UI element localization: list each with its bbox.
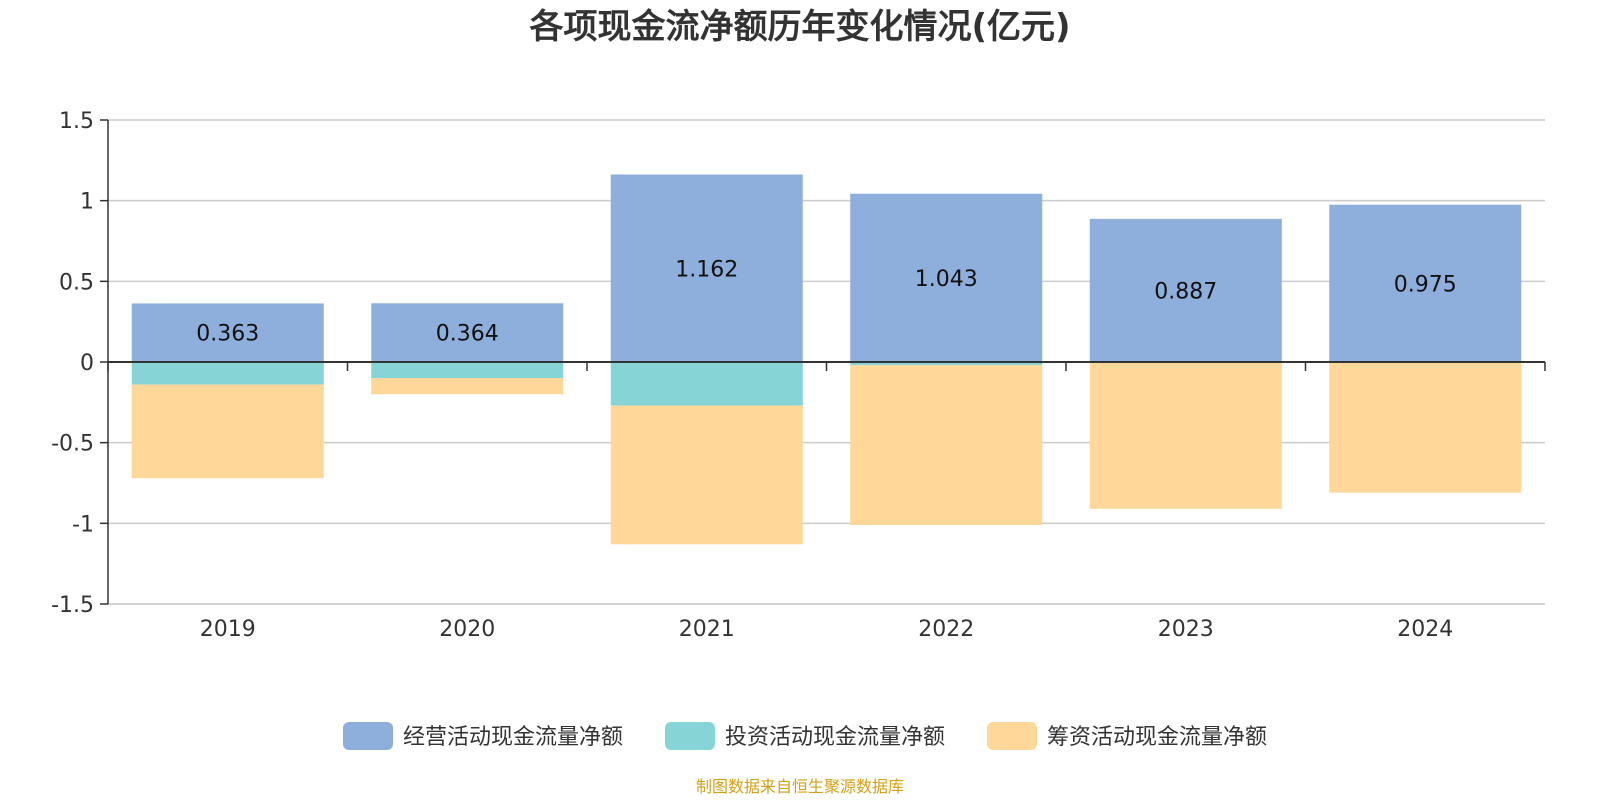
x-tick-label: 2024 (1397, 617, 1453, 642)
legend-label: 筹资活动现金流量净额 (1047, 725, 1267, 750)
data-label: 0.887 (1154, 279, 1217, 304)
bar-2021-series-2 (610, 405, 803, 545)
legend: 经营活动现金流量净额 投资活动现金流量净额 筹资活动现金流量净额 (343, 722, 1267, 750)
x-tick-label: 2019 (200, 617, 256, 642)
bar-2019-series-1 (131, 362, 324, 385)
data-label: 1.162 (675, 257, 738, 282)
x-tick-label: 2020 (439, 617, 495, 642)
bar-2023-series-2 (1089, 362, 1282, 509)
bar-2024-series-0 (1329, 204, 1522, 362)
legend-swatch (343, 722, 393, 750)
y-tick-label: 0 (80, 351, 94, 376)
bar-2020-series-1 (371, 362, 564, 379)
y-tick-label: 1 (80, 190, 94, 215)
bar-2022-series-1 (850, 362, 1043, 366)
bar-2023-series-0 (1089, 218, 1282, 362)
bar-2022-series-0 (850, 193, 1043, 362)
bars (131, 174, 1522, 545)
data-labels: 0.363 0.364 1.162 1.043 0.887 0.975 (196, 257, 1456, 346)
legend-swatch (987, 722, 1037, 750)
legend-label: 投资活动现金流量净额 (725, 725, 945, 750)
grid-lines (108, 119, 1545, 605)
y-tick-label: 0.5 (59, 270, 94, 295)
data-label: 0.975 (1394, 272, 1457, 297)
data-label: 0.363 (196, 322, 259, 347)
bar-2019-series-0 (131, 303, 324, 362)
bar-2020-series-2 (371, 378, 564, 395)
bar-2021-series-0 (610, 174, 803, 362)
bar-2021-series-1 (610, 362, 803, 406)
y-tick-label: 1.5 (59, 109, 94, 134)
x-tick-label: 2021 (679, 617, 735, 642)
y-tick-label: -1.5 (51, 593, 94, 618)
legend-swatch (665, 722, 715, 750)
x-tick-label: 2022 (918, 617, 974, 642)
legend-label: 经营活动现金流量净额 (403, 725, 623, 750)
x-tick-label: 2023 (1158, 617, 1214, 642)
bar-2022-series-2 (850, 365, 1043, 525)
bar-2020-series-0 (371, 303, 564, 362)
data-label: 0.364 (436, 322, 499, 347)
y-tick-label: -1 (72, 512, 94, 537)
bar-2019-series-2 (131, 384, 324, 479)
bar-2024-series-2 (1329, 362, 1522, 493)
data-label: 1.043 (915, 267, 978, 292)
y-tick-label: -0.5 (51, 432, 94, 457)
axes: 1.5 1 0.5 0 -0.5 -1 -1.5 2019 2020 2021 2022 2023 20… (51, 109, 1546, 642)
chart-title: 各项现金流净额历年变化情况(亿元) (529, 7, 1070, 47)
source-note: 制图数据来自恒生聚源数据库 (696, 777, 904, 796)
